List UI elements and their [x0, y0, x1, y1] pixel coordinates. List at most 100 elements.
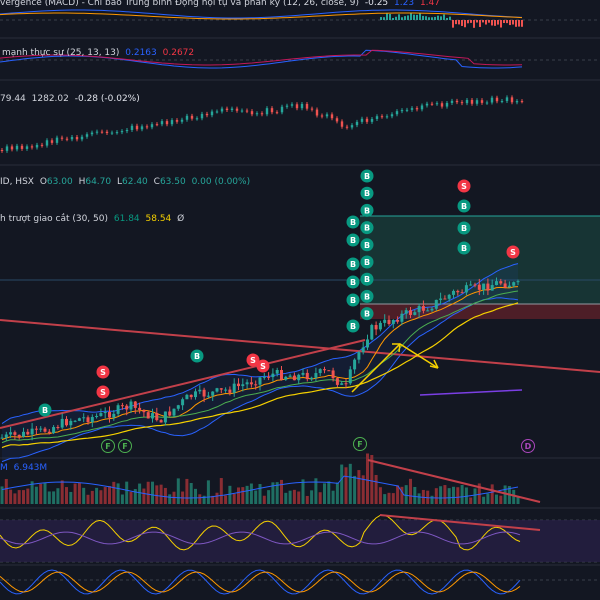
- volume-bar: [327, 481, 331, 504]
- volume-label: M: [0, 463, 8, 473]
- candle-body: [198, 389, 202, 392]
- candle-body: [486, 283, 490, 291]
- buy-signal-marker[interactable]: B: [346, 275, 360, 289]
- candle-body: [357, 352, 361, 360]
- volume-bar: [383, 494, 387, 504]
- buy-signal-marker[interactable]: B: [360, 186, 374, 200]
- sell-signal-marker[interactable]: S: [256, 359, 270, 373]
- volume-bar: [194, 488, 197, 504]
- buy-signal-marker[interactable]: B: [457, 199, 471, 213]
- tsi-pane[interactable]: [0, 49, 523, 69]
- candle-body: [426, 310, 430, 312]
- volume-bar: [99, 490, 103, 504]
- tsi-legend[interactable]: mạnh thực sự (25, 13, 13) 0.2163 0.2672: [2, 47, 197, 59]
- ma-legend[interactable]: h trượt giao cắt (30, 50) 61.84 58.54 Ø: [0, 213, 187, 225]
- volume-bar: [34, 486, 38, 504]
- macd-histogram-bar: [380, 17, 382, 20]
- buy-signal-marker[interactable]: B: [190, 349, 204, 363]
- candles[interactable]: [0, 277, 520, 441]
- candle-body: [34, 428, 38, 430]
- flag-signal-marker[interactable]: F: [118, 439, 132, 453]
- sell-signal-marker[interactable]: S: [246, 353, 260, 367]
- volume-bar: [340, 464, 344, 504]
- buy-signal-marker[interactable]: B: [360, 307, 374, 321]
- buy-signal-marker[interactable]: B: [38, 403, 52, 417]
- buy-signal-label: B: [350, 322, 356, 331]
- compare-candle-body: [225, 108, 229, 111]
- compare-candle-body: [415, 108, 419, 110]
- volume-bar: [13, 493, 17, 504]
- compare-pane[interactable]: [0, 95, 524, 153]
- buy-signal-marker[interactable]: B: [346, 319, 360, 333]
- sell-signal-marker[interactable]: S: [96, 385, 110, 399]
- volume-bar: [366, 453, 369, 504]
- flag-signal-label: F: [105, 442, 110, 451]
- compare-candle-body: [180, 119, 184, 122]
- compare-candle-body: [20, 145, 24, 149]
- sell-signal-marker[interactable]: S: [506, 245, 520, 259]
- buy-signal-marker[interactable]: B: [346, 233, 360, 247]
- buy-signal-marker[interactable]: B: [360, 169, 374, 183]
- arrow-head-1: [392, 343, 401, 353]
- candle-body: [26, 431, 30, 435]
- volume-bar: [361, 475, 365, 504]
- macd-histogram-bar: [512, 20, 514, 25]
- compare-candle-body: [260, 113, 264, 115]
- buy-signal-marker[interactable]: B: [360, 238, 374, 252]
- buy-signal-marker[interactable]: B: [457, 241, 471, 255]
- macd-histogram-bar: [455, 20, 457, 25]
- buy-signal-marker[interactable]: B: [360, 221, 374, 235]
- sell-signal-marker[interactable]: S: [96, 365, 110, 379]
- flag-signal-marker[interactable]: F: [353, 437, 367, 451]
- candle-body: [159, 420, 163, 423]
- buy-signal-marker[interactable]: B: [360, 203, 374, 217]
- sell-signal-marker[interactable]: S: [457, 179, 471, 193]
- macd-histogram-bar: [416, 14, 418, 20]
- volume-bar: [374, 474, 378, 504]
- buy-signal-marker[interactable]: B: [346, 215, 360, 229]
- macd-histogram-bar: [458, 20, 460, 25]
- candle-body: [464, 285, 468, 293]
- candle-body: [189, 394, 193, 398]
- macd-histogram-bar: [500, 20, 502, 28]
- compare-value-1: 79.44: [0, 94, 26, 104]
- close-value: 63.50: [159, 177, 186, 187]
- macd-legend[interactable]: vergence (MACD) - Chỉ báo Trung bình Độn…: [0, 0, 443, 9]
- compare-candle-body: [195, 118, 199, 120]
- price-legend[interactable]: ID, HSX O63.00 H64.70 L62.40 C63.50 0.00…: [0, 176, 253, 188]
- bollinger-lower: [1, 297, 519, 463]
- compare-candle-body: [490, 97, 494, 103]
- buy-signal-marker[interactable]: B: [360, 289, 374, 303]
- macd-histogram-bar: [431, 17, 433, 20]
- flag-signal-marker[interactable]: F: [101, 439, 115, 453]
- macd-pane[interactable]: [0, 9, 523, 28]
- compare-candle-body: [350, 125, 354, 128]
- candle-body: [413, 312, 417, 315]
- macd-value-2: 1.23: [394, 0, 415, 8]
- macd-value-1: -0.25: [364, 0, 389, 8]
- buy-signal-marker[interactable]: B: [360, 272, 374, 286]
- buy-signal-marker[interactable]: B: [360, 255, 374, 269]
- volume-legend[interactable]: M 6.943M: [0, 462, 50, 474]
- volume-bar: [512, 489, 516, 504]
- compare-candle-body: [310, 108, 314, 110]
- candle-body: [383, 319, 387, 323]
- candle-body: [73, 420, 77, 422]
- buy-signal-marker[interactable]: B: [457, 221, 471, 235]
- buy-signal-label: B: [364, 241, 370, 250]
- macd-histogram-bar: [470, 20, 472, 23]
- buy-signal-label: B: [364, 275, 370, 284]
- buy-signal-marker[interactable]: B: [346, 293, 360, 307]
- volume-bar: [430, 495, 434, 504]
- compare-legend[interactable]: 79.44 1282.02 -0.28 (-0.02%): [0, 93, 143, 105]
- dividend-signal-marker[interactable]: D: [521, 439, 535, 453]
- volume-bar: [490, 484, 494, 504]
- ma-value-1: 61.84: [113, 214, 140, 224]
- compare-candle-body: [40, 144, 44, 146]
- volume-pane[interactable]: [0, 453, 520, 504]
- buy-signal-marker[interactable]: B: [346, 257, 360, 271]
- macd-histogram-bar: [521, 20, 523, 27]
